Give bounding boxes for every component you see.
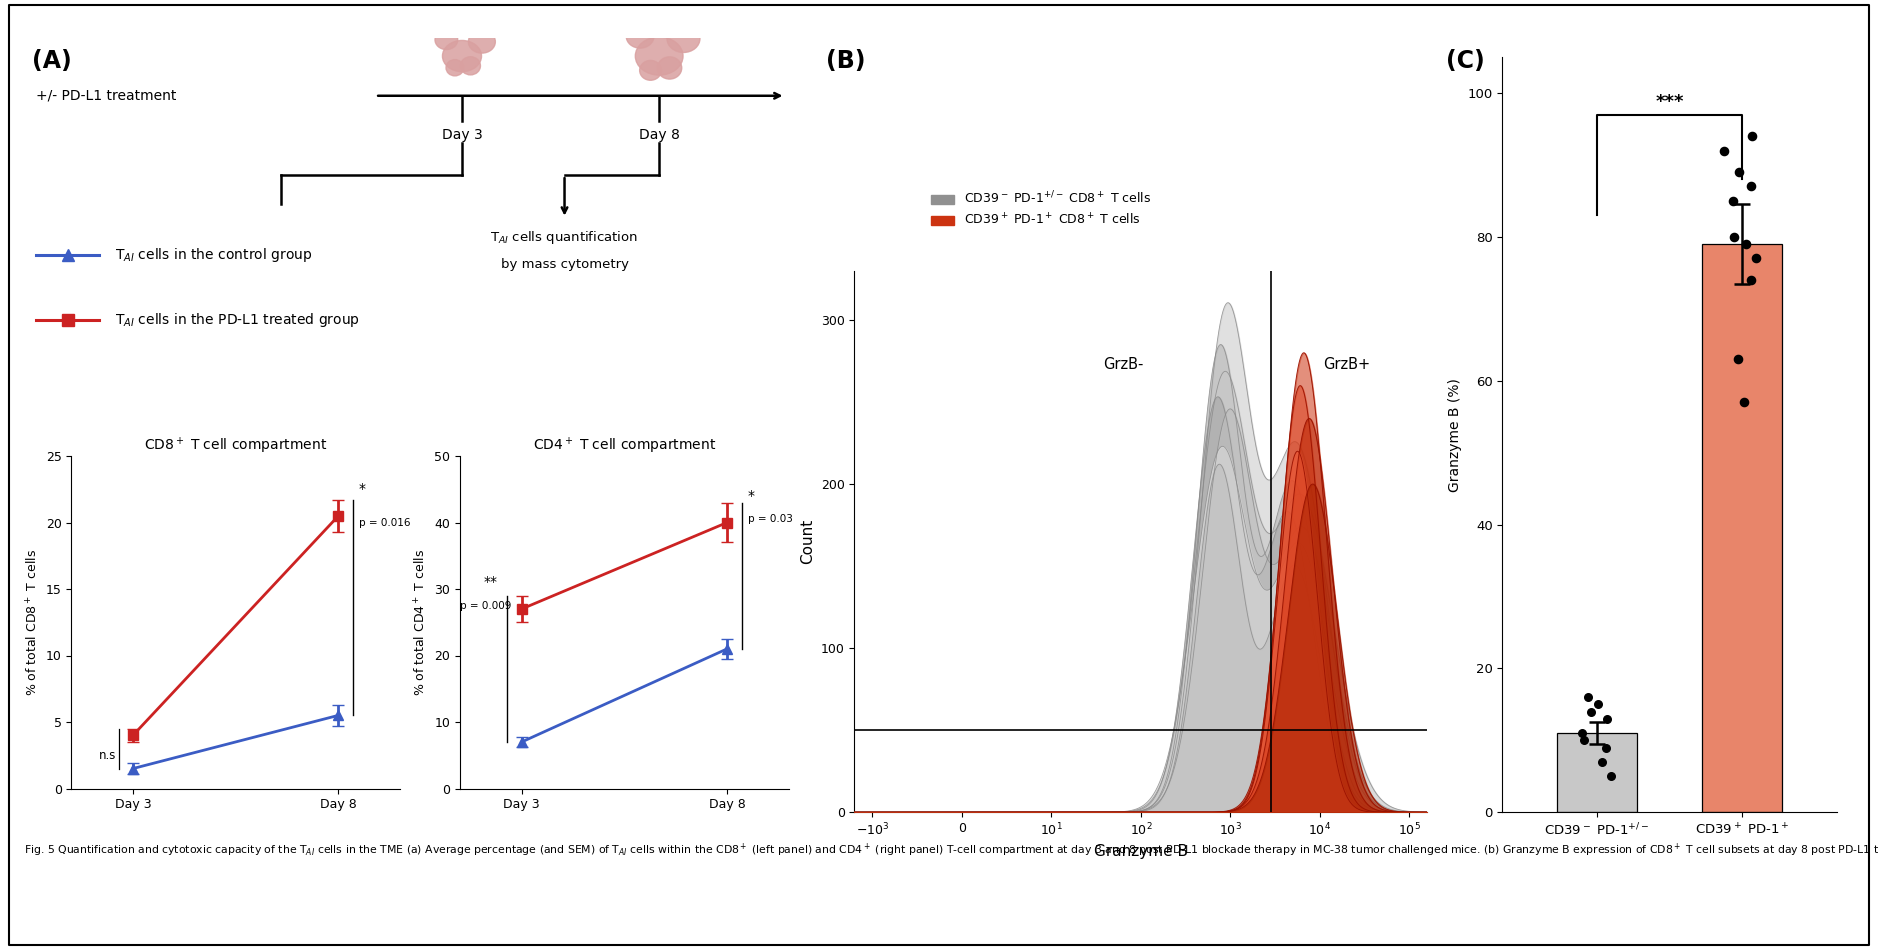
Point <box>1709 142 1739 158</box>
Point <box>1737 128 1767 143</box>
Point <box>1732 237 1762 252</box>
Ellipse shape <box>657 57 682 79</box>
Ellipse shape <box>635 37 684 75</box>
Y-axis label: Granzyme B (%): Granzyme B (%) <box>1448 378 1461 491</box>
Text: T$_{AI}$ cells in the PD-L1 treated group: T$_{AI}$ cells in the PD-L1 treated grou… <box>115 311 361 329</box>
Text: ***: *** <box>1655 93 1685 111</box>
Text: p = 0.009: p = 0.009 <box>460 600 511 611</box>
Point <box>1735 179 1765 194</box>
Ellipse shape <box>443 41 481 71</box>
Text: Day 8: Day 8 <box>639 128 680 142</box>
Text: T$_{AI}$ cells quantification: T$_{AI}$ cells quantification <box>490 229 639 246</box>
Ellipse shape <box>445 60 464 76</box>
Title: CD4$^+$ T cell compartment: CD4$^+$ T cell compartment <box>533 436 716 456</box>
Text: n.s: n.s <box>100 749 116 762</box>
Point <box>1724 164 1754 180</box>
Point <box>1718 193 1748 208</box>
Y-axis label: % of total CD4$^+$ T cells: % of total CD4$^+$ T cells <box>413 549 428 695</box>
Text: T$_{AI}$ cells in the control group: T$_{AI}$ cells in the control group <box>115 246 312 263</box>
Point <box>1583 696 1613 712</box>
Point <box>1724 352 1754 367</box>
Legend: CD39$^-$ PD-1$^{+/-}$ CD8$^+$ T cells, CD39$^+$ PD-1$^+$ CD8$^+$ T cells: CD39$^-$ PD-1$^{+/-}$ CD8$^+$ T cells, C… <box>926 185 1157 233</box>
Ellipse shape <box>468 30 496 53</box>
Point <box>1587 754 1617 770</box>
Ellipse shape <box>436 30 458 49</box>
Point <box>1735 273 1765 288</box>
Ellipse shape <box>625 25 654 48</box>
Text: by mass cytometry: by mass cytometry <box>501 258 629 271</box>
Title: CD8$^+$ T cell compartment: CD8$^+$ T cell compartment <box>145 436 327 456</box>
Y-axis label: % of total CD8$^+$ T cells: % of total CD8$^+$ T cells <box>24 549 39 695</box>
Text: *: * <box>747 489 755 503</box>
Point <box>1718 229 1748 244</box>
Point <box>1572 690 1602 705</box>
Text: Fig. 5 Quantification and cytotoxic capacity of the T$_{AI}$ cells in the TME (a: Fig. 5 Quantification and cytotoxic capa… <box>24 841 1878 860</box>
Ellipse shape <box>640 61 661 80</box>
Point <box>1596 769 1626 784</box>
Bar <box>1701 244 1782 812</box>
Text: (A): (A) <box>32 48 71 73</box>
Text: +/- PD-L1 treatment: +/- PD-L1 treatment <box>36 88 177 103</box>
Point <box>1568 726 1598 741</box>
Text: Day 3: Day 3 <box>441 128 483 142</box>
Bar <box>1557 733 1638 812</box>
Point <box>1730 394 1760 409</box>
Text: p = 0.016: p = 0.016 <box>359 518 411 527</box>
Y-axis label: Count: Count <box>800 519 815 564</box>
Text: GrzB-: GrzB- <box>1102 357 1144 372</box>
Ellipse shape <box>667 25 700 52</box>
Text: (C): (C) <box>1446 48 1485 73</box>
Text: *: * <box>359 483 366 496</box>
Text: (B): (B) <box>826 48 866 73</box>
Point <box>1576 704 1606 719</box>
Text: GrzB+: GrzB+ <box>1324 357 1371 372</box>
Text: p = 0.03: p = 0.03 <box>747 514 793 524</box>
Text: **: ** <box>485 575 498 589</box>
Ellipse shape <box>460 57 481 75</box>
Point <box>1593 712 1623 727</box>
Point <box>1591 740 1621 755</box>
Point <box>1570 732 1600 748</box>
X-axis label: Granzyme B: Granzyme B <box>1093 845 1189 859</box>
Point <box>1741 251 1771 266</box>
